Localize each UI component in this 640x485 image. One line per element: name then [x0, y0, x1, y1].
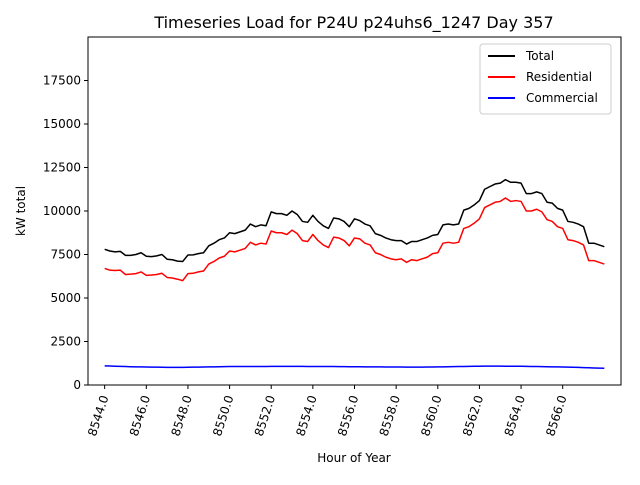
series-line-total	[104, 178, 605, 263]
y-axis-label: kW total	[14, 186, 28, 236]
y-tick-label: 10000	[43, 204, 81, 218]
y-tick-label: 17500	[43, 74, 81, 88]
y-tick-label: 15000	[43, 117, 81, 131]
legend-label-commercial: Commercial	[526, 91, 598, 105]
series-layer	[104, 178, 605, 370]
y-tick-label: 5000	[50, 291, 81, 305]
series-line-residential	[104, 197, 605, 282]
legend-label-residential: Residential	[526, 70, 592, 84]
series-line-commercial	[104, 365, 605, 370]
y-tick-label: 0	[73, 378, 81, 392]
x-axis-label: Hour of Year	[317, 451, 391, 465]
legend: Total Residential Commercial	[479, 43, 612, 115]
y-tick-label: 12500	[43, 161, 81, 175]
y-tick-label: 2500	[50, 335, 81, 349]
y-axis: 0 2500 5000 7500 10000 12500 15000 17500	[43, 74, 88, 392]
legend-box	[479, 43, 612, 115]
y-tick-label: 7500	[50, 248, 81, 262]
legend-label-total: Total	[525, 49, 554, 63]
chart-title: Timeseries Load for P24U p24uhs6_1247 Da…	[153, 13, 553, 33]
